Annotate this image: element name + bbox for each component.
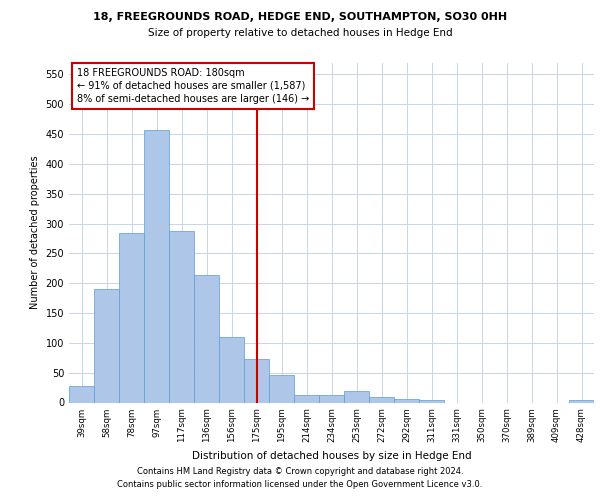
Bar	[244, 359, 269, 403]
Bar	[94, 288, 119, 403]
Text: 18 FREEGROUNDS ROAD: 180sqm
← 91% of detached houses are smaller (1,587)
8% of s: 18 FREEGROUNDS ROAD: 180sqm ← 91% of det…	[77, 68, 309, 104]
Bar	[144, 130, 169, 402]
Bar	[319, 396, 344, 402]
Bar	[194, 276, 219, 402]
Bar	[119, 233, 144, 402]
X-axis label: Distribution of detached houses by size in Hedge End: Distribution of detached houses by size …	[191, 450, 472, 460]
Bar	[419, 400, 444, 402]
Y-axis label: Number of detached properties: Number of detached properties	[30, 156, 40, 310]
Bar	[269, 375, 294, 402]
Bar	[169, 230, 194, 402]
Text: Contains public sector information licensed under the Open Government Licence v3: Contains public sector information licen…	[118, 480, 482, 489]
Bar	[344, 390, 369, 402]
Bar	[569, 400, 594, 402]
Text: 18, FREEGROUNDS ROAD, HEDGE END, SOUTHAMPTON, SO30 0HH: 18, FREEGROUNDS ROAD, HEDGE END, SOUTHAM…	[93, 12, 507, 22]
Bar	[219, 337, 244, 402]
Text: Size of property relative to detached houses in Hedge End: Size of property relative to detached ho…	[148, 28, 452, 38]
Bar	[394, 399, 419, 402]
Text: Contains HM Land Registry data © Crown copyright and database right 2024.: Contains HM Land Registry data © Crown c…	[137, 467, 463, 476]
Bar	[69, 386, 94, 402]
Bar	[369, 397, 394, 402]
Bar	[294, 396, 319, 402]
